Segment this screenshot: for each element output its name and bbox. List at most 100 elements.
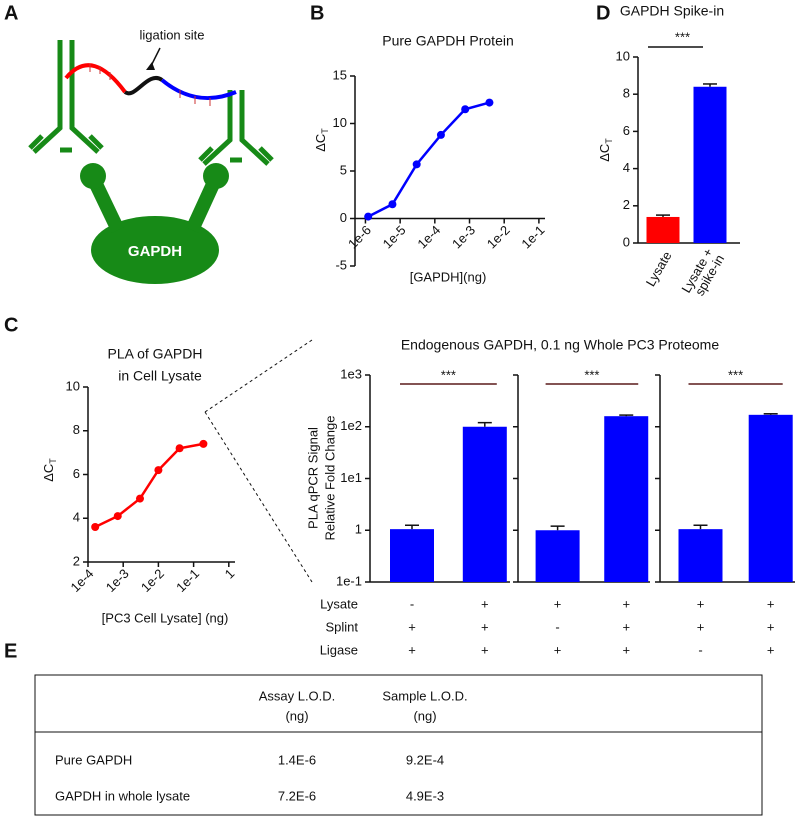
row-label: Pure GAPDH (55, 752, 132, 767)
x-tick-label: 1e-3 (103, 566, 132, 595)
condition-sign: + (697, 619, 705, 634)
x-tick-label: 1e-2 (484, 222, 513, 251)
epitope (203, 163, 229, 189)
significance: *** (584, 367, 599, 382)
column-header: (ng) (413, 708, 436, 723)
y-tick-label: 1e3 (340, 366, 362, 381)
x-tick-label: 1e-1 (173, 566, 202, 595)
epitope (80, 163, 106, 189)
y-axis-label: ΔCT (597, 138, 614, 162)
zoom-line (204, 411, 313, 583)
y-tick-label: 1 (355, 522, 362, 537)
y-tick-label: 4 (623, 160, 630, 175)
bar (390, 529, 434, 582)
data-point (364, 212, 373, 221)
bar (678, 529, 723, 582)
epitope-arm (185, 179, 221, 233)
panel-letter: C (4, 314, 18, 336)
condition-sign: + (408, 619, 416, 634)
y-tick-label: -5 (335, 257, 347, 272)
condition-sign: - (698, 642, 702, 657)
protein (91, 216, 219, 284)
condition-sign: + (481, 596, 489, 611)
cell: 4.9E-3 (406, 788, 444, 803)
column-header: Sample L.O.D. (382, 688, 467, 703)
y-axis-label: ΔCT (41, 458, 58, 482)
data-point (388, 200, 397, 209)
y-axis-label: ΔCT (313, 128, 330, 152)
row-label: GAPDH in whole lysate (55, 788, 190, 803)
data-line (94, 442, 204, 529)
condition-sign: + (697, 596, 705, 611)
x-tick-label: Lysate (643, 249, 675, 289)
arrow-head (146, 62, 155, 70)
cell: 7.2E-6 (278, 788, 316, 803)
condition-sign: + (767, 596, 775, 611)
significance: *** (728, 367, 743, 382)
condition-sign: + (408, 642, 416, 657)
y-tick-label: 5 (340, 162, 347, 177)
y-tick-label: 10 (66, 378, 80, 393)
condition-label: Splint (325, 619, 358, 634)
cell: 1.4E-6 (278, 752, 316, 767)
y-tick-label: 0 (340, 210, 347, 225)
data-point (175, 444, 184, 453)
lod-table: Assay L.O.D. (ng) Sample L.O.D. (ng) Pur… (34, 674, 763, 816)
bar (646, 216, 680, 243)
x-tick-label: 1e-4 (414, 222, 443, 251)
chart-title: PLA of GAPDH (108, 346, 203, 362)
x-tick-label: 1e-3 (449, 222, 478, 251)
y-tick-label: 2 (623, 197, 630, 212)
y-tick-label: 0 (623, 234, 630, 249)
x-tick-label: 1e-6 (345, 222, 374, 251)
condition-sign: + (622, 642, 630, 657)
oligo-blue (160, 78, 237, 100)
y-axis-label: Relative Fold Change (322, 415, 337, 540)
data-point (154, 466, 163, 475)
y-tick-label: 15 (333, 67, 347, 82)
bar (604, 416, 649, 582)
bar (535, 530, 580, 582)
panel-letter: D (596, 2, 610, 24)
x-axis-label: [GAPDH](ng) (410, 269, 487, 284)
base-pairs (89, 64, 211, 106)
bar (462, 426, 507, 582)
y-tick-label: 6 (73, 466, 80, 481)
data-line (367, 101, 490, 218)
x-tick-label: 1e-4 (68, 566, 97, 595)
data-point (113, 512, 122, 521)
data-point (461, 105, 470, 114)
significance: *** (675, 29, 690, 44)
data-point (199, 439, 208, 448)
table-border (34, 674, 763, 816)
zoom-line (204, 339, 313, 413)
y-tick-label: 8 (623, 86, 630, 101)
condition-sign: + (767, 619, 775, 634)
significance: *** (441, 367, 456, 382)
condition-sign: + (481, 642, 489, 657)
panel-letter: E (4, 640, 17, 662)
x-tick-label: 1e-2 (138, 566, 167, 595)
column-header: (ng) (285, 708, 308, 723)
condition-sign: - (410, 596, 414, 611)
condition-sign: + (554, 642, 562, 657)
chart-title: in Cell Lysate (118, 368, 202, 384)
data-point (412, 160, 421, 169)
bar (693, 86, 727, 243)
y-tick-label: 1e2 (340, 418, 362, 433)
x-tick-label: 1e-1 (518, 222, 547, 251)
y-axis-label: PLA qPCR Signal (305, 427, 320, 529)
condition-sign: + (622, 619, 630, 634)
y-tick-label: 1e1 (340, 470, 362, 485)
x-axis-label: [PC3 Cell Lysate] (ng) (102, 610, 229, 625)
data-point (485, 98, 494, 107)
x-tick-label: 1 (222, 566, 238, 582)
y-tick-label: 10 (333, 115, 347, 130)
y-tick-label: 10 (616, 48, 630, 63)
panel-letter: A (4, 2, 18, 24)
chart-title: Endogenous GAPDH, 0.1 ng Whole PC3 Prote… (401, 337, 720, 353)
y-tick-label: 2 (73, 553, 80, 568)
condition-label: Lysate (320, 596, 358, 611)
condition-sign: + (622, 596, 630, 611)
